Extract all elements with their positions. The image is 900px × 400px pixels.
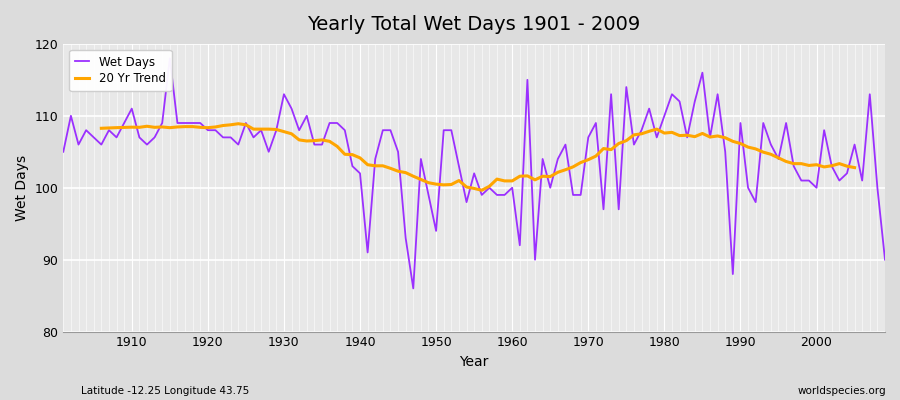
Wet Days: [119, 121, 130, 126]
Line: 20 Yr Trend: 20 Yr Trend: [102, 124, 855, 190]
Wet Days: [293, 128, 304, 132]
Wet Days: [515, 243, 526, 248]
20 Yr Trend: [119, 125, 130, 130]
Title: Yearly Total Wet Days 1901 - 2009: Yearly Total Wet Days 1901 - 2009: [308, 15, 641, 34]
20 Yr Trend: [286, 131, 297, 136]
20 Yr Trend: [507, 178, 517, 183]
X-axis label: Year: Year: [460, 355, 489, 369]
Wet Days: [879, 257, 890, 262]
Text: Latitude -12.25 Longitude 43.75: Latitude -12.25 Longitude 43.75: [81, 386, 249, 396]
20 Yr Trend: [598, 146, 609, 151]
Text: worldspecies.org: worldspecies.org: [798, 386, 886, 396]
Y-axis label: Wet Days: Wet Days: [15, 155, 29, 221]
20 Yr Trend: [332, 144, 343, 149]
Wet Days: [408, 286, 418, 291]
Wet Days: [58, 149, 68, 154]
Wet Days: [613, 207, 624, 212]
Legend: Wet Days, 20 Yr Trend: Wet Days, 20 Yr Trend: [69, 50, 172, 91]
Wet Days: [339, 128, 350, 132]
Wet Days: [165, 56, 176, 61]
Wet Days: [522, 78, 533, 82]
20 Yr Trend: [500, 178, 510, 183]
Line: Wet Days: Wet Days: [63, 58, 885, 288]
